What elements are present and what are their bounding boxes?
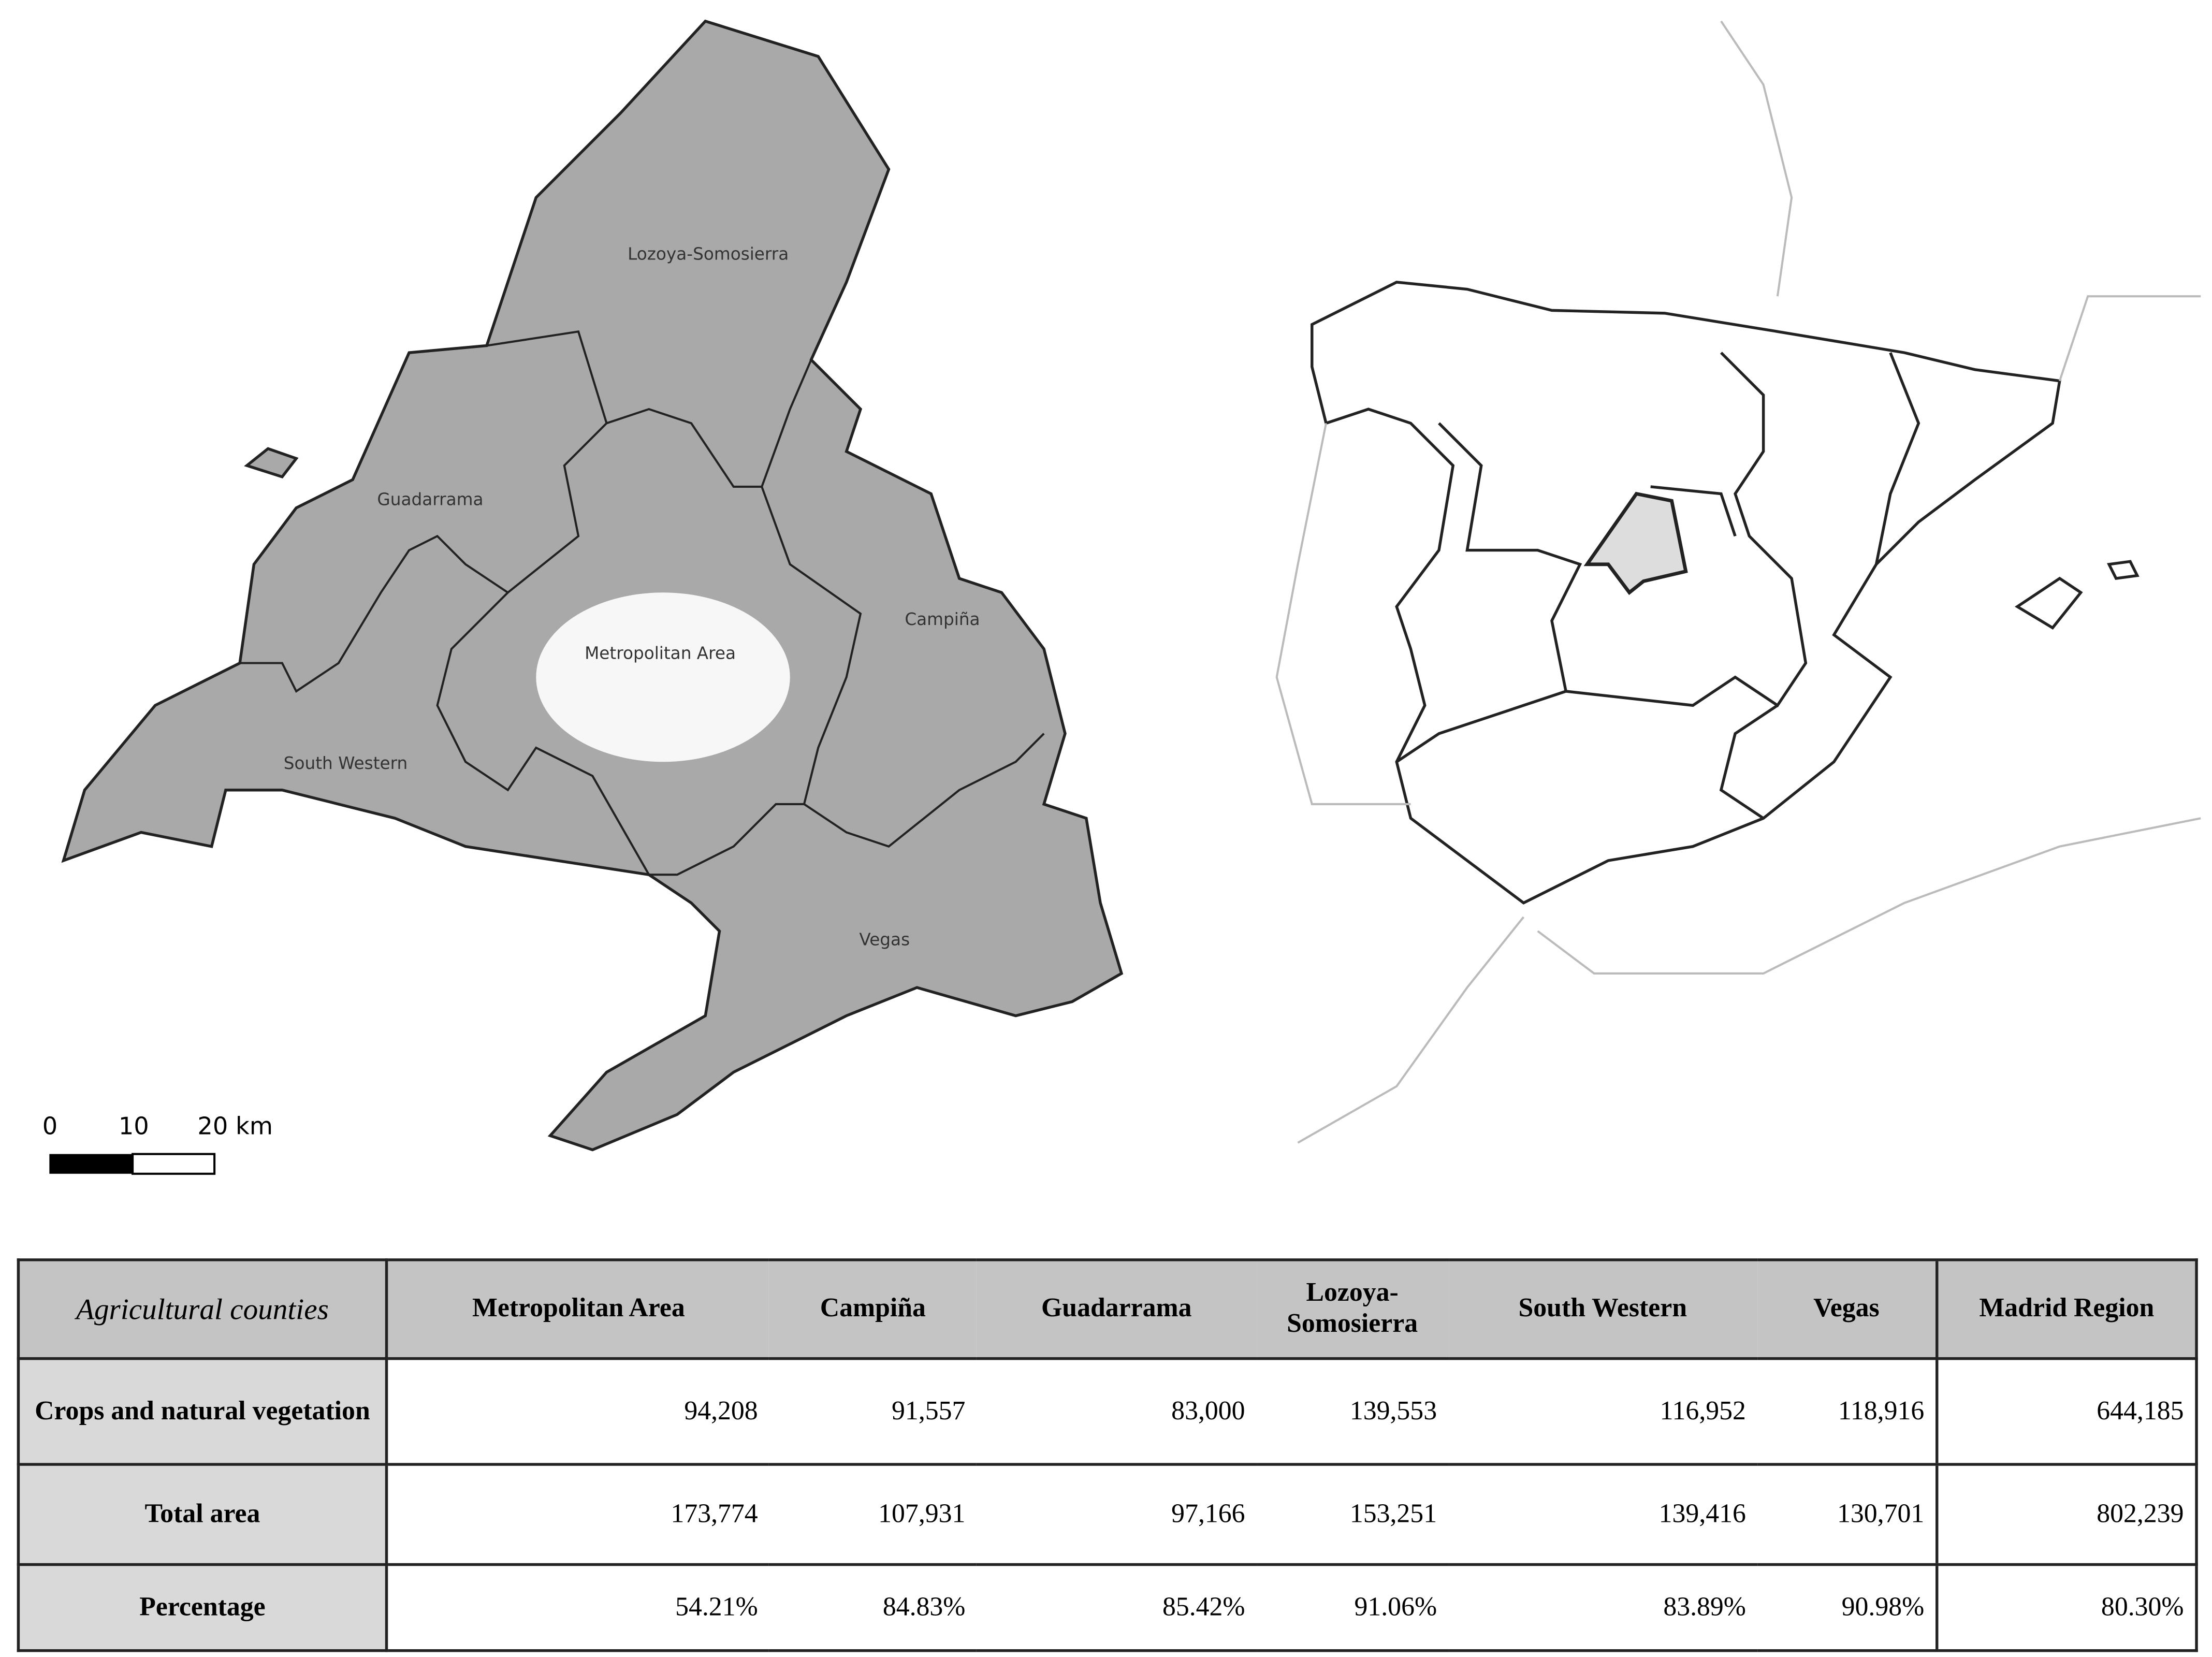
- table-cell: 91,557: [769, 1357, 977, 1466]
- table-cell: 802,239: [1936, 1463, 2198, 1566]
- table-cell: 83.89%: [1448, 1563, 1757, 1652]
- row-label: Total area: [17, 1463, 388, 1566]
- region-border: [1719, 704, 1779, 820]
- table-cell: 107,931: [769, 1463, 977, 1566]
- table-cell: 90.98%: [1757, 1563, 1937, 1652]
- balearic: [2014, 576, 2083, 630]
- region-border: [1438, 352, 1808, 708]
- spain-outline: [1311, 281, 2061, 905]
- header-cell: South Western: [1448, 1258, 1757, 1360]
- region-border: [1874, 352, 1920, 565]
- region-label: Guadarrama: [377, 489, 483, 509]
- table-cell: 97,166: [977, 1463, 1257, 1566]
- header-cell: Metropolitan Area: [386, 1258, 769, 1360]
- coast: [1275, 423, 1411, 806]
- region-label: South Western: [284, 753, 408, 773]
- header-cell: Guadarrama: [977, 1258, 1257, 1360]
- table-cell: 130,701: [1757, 1463, 1937, 1566]
- table-cell: 83,000: [977, 1357, 1257, 1466]
- table-cell: 118,916: [1757, 1357, 1937, 1466]
- row-label: Percentage: [17, 1563, 388, 1652]
- table-cell: 91.06%: [1256, 1563, 1448, 1652]
- scale-label: 10: [119, 1112, 149, 1140]
- scale-bar-white: [132, 1153, 216, 1175]
- border: [649, 486, 862, 876]
- coast: [2058, 295, 2201, 382]
- spain-map: [1311, 281, 2140, 905]
- header-cell: Lozoya-Somosierra: [1256, 1258, 1448, 1360]
- region-border: [1650, 485, 1737, 537]
- scale-label: 0: [42, 1112, 57, 1140]
- row-label: Crops and natural vegetation: [17, 1357, 388, 1466]
- table-cell: 644,185: [1936, 1357, 2198, 1466]
- balearic: [2106, 560, 2140, 580]
- table-cell: 173,774: [386, 1463, 769, 1566]
- header-cell: Vegas: [1757, 1258, 1937, 1360]
- scale-label: 20 km: [197, 1112, 273, 1140]
- table-cell: 139,416: [1448, 1463, 1757, 1566]
- header-cell: Agricultural counties: [17, 1258, 388, 1360]
- coast: [1297, 916, 1525, 1144]
- coastline: [1275, 20, 2201, 1144]
- table-cell: 116,952: [1448, 1357, 1757, 1466]
- coast: [1720, 20, 1793, 297]
- table-row: Crops and natural vegetation 94,208 91,557…: [17, 1357, 2198, 1466]
- scale-bar-black: [49, 1154, 133, 1174]
- table-cell: 80.30%: [1936, 1563, 2198, 1652]
- header-cell: Campiña: [769, 1258, 977, 1360]
- border: [436, 591, 650, 876]
- header-cell: Madrid Region: [1936, 1258, 2198, 1360]
- maps: 0 10 20 km Lozoya-Somosierra Guadarrama …: [42, 19, 2201, 1175]
- table-cell: 85.42%: [977, 1563, 1257, 1652]
- border: [803, 733, 1045, 848]
- table-cell: 94,208: [386, 1357, 769, 1466]
- table-row: Percentage 54.21% 84.83% 85.42% 91.06% 83.89%…: [17, 1563, 2198, 1652]
- region-outline: [61, 19, 1124, 1152]
- county-borders: [240, 330, 1045, 904]
- table-cell: 139,553: [1256, 1357, 1448, 1466]
- madrid-highlight: [1583, 491, 1688, 595]
- urban-area: [536, 592, 790, 762]
- border: [240, 422, 607, 693]
- header-row: Agricultural counties Metropolitan Area Ca…: [17, 1258, 2198, 1360]
- region-label: Metropolitan Area: [585, 643, 736, 663]
- madrid-map: [61, 19, 1124, 1152]
- coast: [1537, 817, 2201, 975]
- table-row: Total area 173,774 107,931 97,166 153,251 139…: [17, 1463, 2198, 1566]
- data-table: Agricultural counties Metropolitan Area Ca…: [17, 1258, 2198, 1652]
- region-border: [1395, 690, 1567, 763]
- border: [486, 330, 812, 488]
- region-label: Campiña: [905, 609, 980, 629]
- border: [648, 874, 692, 904]
- region-label: Lozoya-Somosierra: [628, 244, 789, 264]
- table-cell: 153,251: [1256, 1463, 1448, 1566]
- table-cell: 54.21%: [386, 1563, 769, 1652]
- island: [244, 447, 299, 479]
- region-label: Vegas: [859, 929, 910, 949]
- table-cell: 84.83%: [769, 1563, 977, 1652]
